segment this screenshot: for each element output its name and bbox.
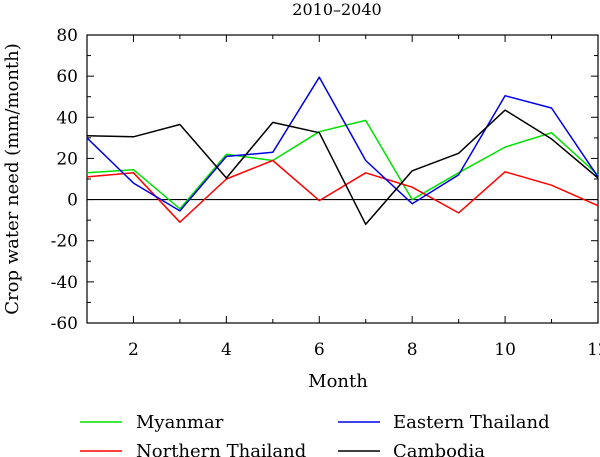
x-tick-label: 12 xyxy=(587,340,600,360)
y-tick-label: -60 xyxy=(51,314,78,334)
series-line-eastern-thailand xyxy=(86,76,599,212)
y-tick-label: 40 xyxy=(56,108,78,128)
legend-label-cambodia: Cambodia xyxy=(393,441,485,457)
x-tick-label: 2 xyxy=(128,340,139,360)
y-tick-label: -20 xyxy=(51,232,78,252)
series-lines xyxy=(86,76,599,226)
x-tick-label: 8 xyxy=(407,340,418,360)
y-tick-label: 20 xyxy=(56,149,78,169)
legend-label-myanmar: Myanmar xyxy=(136,412,224,433)
x-axis-title: Month xyxy=(308,371,368,392)
legend-label-eastern-thailand: Eastern Thailand xyxy=(393,412,550,433)
legend-label-northern-thailand: Northern Thailand xyxy=(136,441,306,457)
x-tick-label: 6 xyxy=(314,340,325,360)
series-line-cambodia xyxy=(86,109,599,226)
y-tick-label: 80 xyxy=(56,26,78,46)
series-line-myanmar xyxy=(86,119,599,210)
y-axis-title: Crop water need (mm/month) xyxy=(2,43,23,315)
y-tick-label: 0 xyxy=(67,191,78,211)
x-tick-label: 4 xyxy=(221,340,232,360)
x-axis: 2 4 6 8 10 12 xyxy=(86,35,600,360)
series-line-northern-thailand xyxy=(86,159,599,223)
legend: Myanmar Northern Thailand Eastern Thailand… xyxy=(80,412,550,457)
y-tick-label: -40 xyxy=(51,273,78,293)
x-tick-label: 10 xyxy=(494,340,516,360)
chart-title: 2010–2040 xyxy=(292,0,381,19)
y-tick-label: 60 xyxy=(56,67,78,87)
y-axis: -60 -40 -20 0 20 40 60 80 xyxy=(51,26,598,334)
